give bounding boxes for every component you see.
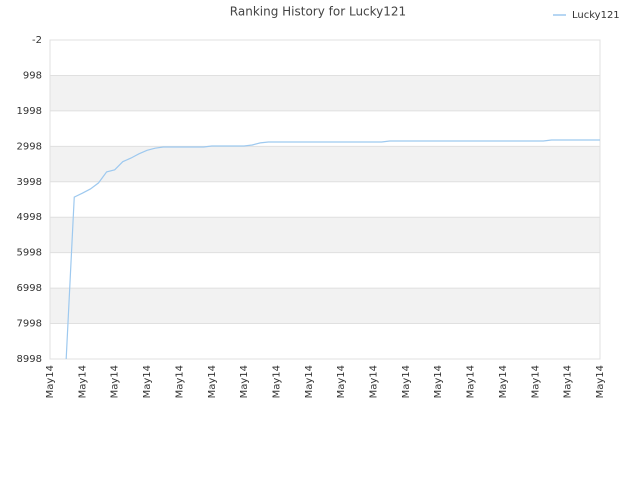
legend-label: Lucky121 — [572, 10, 620, 21]
plot-border — [49, 39, 601, 360]
x-tick-label: May14 — [239, 365, 250, 398]
y-tick-label: 6998 — [17, 283, 42, 294]
x-tick-label: May14 — [271, 365, 282, 398]
x-tick-label: May14 — [595, 365, 606, 398]
y-tick-label: 8998 — [17, 354, 42, 365]
x-tick-label: May14 — [142, 365, 153, 398]
x-tick-label: May14 — [498, 365, 509, 398]
y-tick-label: 2998 — [17, 141, 42, 152]
chart-title: Ranking History for Lucky121 — [230, 5, 406, 19]
x-tick-label: May14 — [433, 365, 444, 398]
x-tick-label: May14 — [369, 365, 380, 398]
y-tick-label: 3998 — [17, 177, 42, 188]
x-tick-label: May14 — [207, 365, 218, 398]
x-tick-label: May14 — [110, 365, 121, 398]
y-tick-label: 998 — [23, 70, 42, 81]
x-tick-label: May14 — [174, 365, 185, 398]
line — [65, 139, 600, 360]
y-tick-label: 4998 — [17, 212, 42, 223]
y-tick-label: -2 — [32, 35, 42, 46]
grid-band — [50, 75, 600, 111]
x-tick-label: May14 — [304, 365, 315, 398]
y-tick-label: 1998 — [17, 106, 42, 117]
x-tick-label: May14 — [336, 365, 347, 398]
grid-band — [50, 288, 600, 324]
x-tick-label: May14 — [563, 365, 574, 398]
x-tick-label: May14 — [401, 365, 412, 398]
x-tick-label: May14 — [466, 365, 477, 398]
grid-band — [50, 146, 600, 182]
y-tick-label: 7998 — [17, 319, 42, 330]
x-tick-label: May14 — [530, 365, 541, 398]
x-tick-label: May14 — [45, 365, 56, 398]
y-tick-label: 5998 — [17, 248, 42, 259]
x-tick-label: May14 — [77, 365, 88, 398]
grid-band — [50, 217, 600, 253]
